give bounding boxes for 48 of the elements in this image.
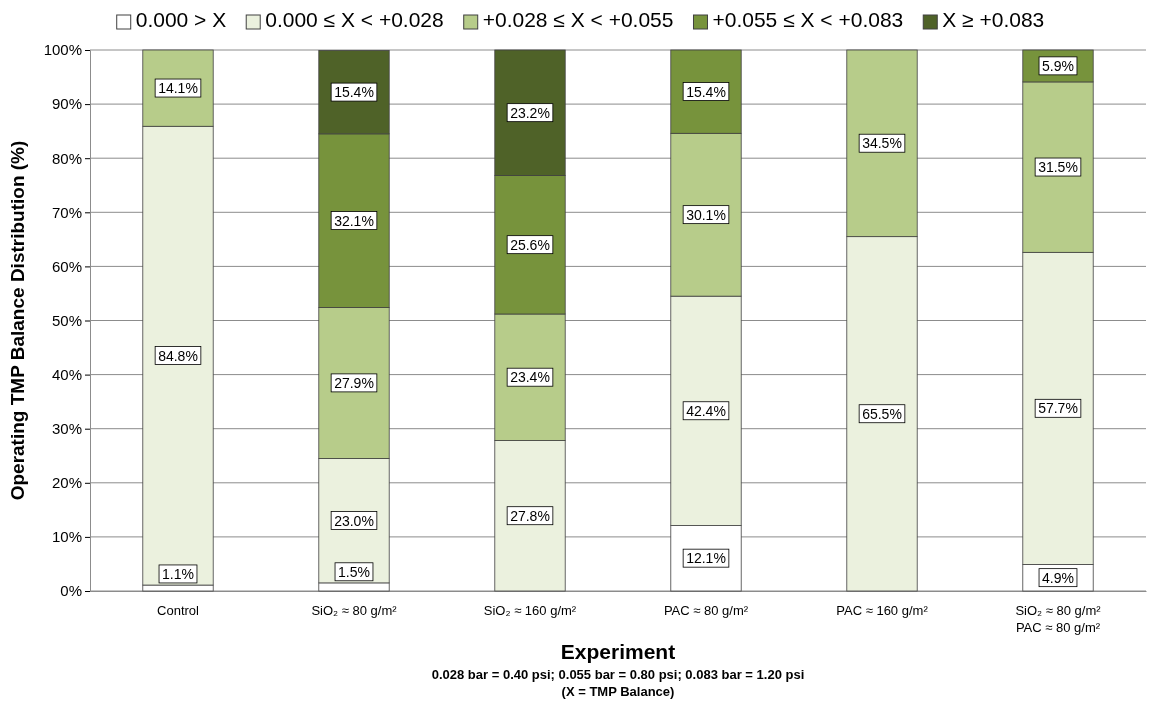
y-tick-label: 60% [51, 257, 82, 275]
data-label: 4.9% [1042, 569, 1074, 586]
y-tick-label: 90% [51, 95, 82, 113]
y-tick-label: 40% [51, 365, 82, 383]
y-tick-label: 20% [51, 474, 82, 492]
x-tick-label: PAC ≈ 80 g/m² [663, 603, 749, 618]
y-tick-label: 10% [51, 528, 82, 546]
y-tick-label: 100% [43, 41, 82, 59]
data-label: 84.8% [158, 347, 198, 364]
y-tick-label: 80% [51, 149, 82, 167]
data-label: 15.4% [686, 83, 726, 100]
y-tick-label: 30% [51, 420, 82, 437]
legend-label: +0.055 ≤ X < +0.083 [712, 8, 904, 31]
data-label: 23.0% [334, 512, 374, 529]
y-tick-label: 0% [60, 582, 82, 600]
data-label: 5.9% [1042, 57, 1074, 74]
data-label: 12.1% [686, 550, 726, 567]
legend-label: 0.000 ≤ X < +0.028 [265, 8, 444, 31]
data-label: 57.7% [1038, 400, 1078, 417]
text: 0.028 bar = 0.40 psi; 0.055 bar = 0.80 psi; 0.083 bar = 1.20 psi [431, 667, 805, 682]
data-label: 42.4% [686, 402, 726, 419]
y-tick-label: 70% [51, 203, 82, 221]
data-label: 34.5% [862, 135, 902, 152]
data-label: 31.5% [1038, 159, 1078, 176]
data-label: 1.1% [162, 565, 194, 582]
legend-label: 0.000 > X [135, 8, 227, 31]
data-label: 25.6% [510, 236, 550, 253]
data-label: 1.5% [338, 563, 370, 580]
x-axis-title: Experiment [560, 640, 676, 663]
x-tick-label: Control [157, 603, 200, 618]
data-label: 14.1% [158, 80, 198, 97]
data-label: 27.8% [510, 507, 550, 524]
data-label: 27.9% [334, 374, 374, 391]
data-label: 23.4% [510, 369, 550, 386]
data-label: 32.1% [334, 212, 374, 229]
text: (X = TMP Balance) [561, 684, 675, 699]
x-tick-label: SiO₂ ≈ 160 g/m² [483, 603, 577, 618]
data-label: 15.4% [334, 84, 374, 101]
x-tick-label: SiO₂ ≈ 80 g/m² [311, 603, 398, 618]
data-label: 30.1% [686, 206, 726, 223]
x-tick-label: PAC ≈ 160 g/m² [836, 603, 929, 618]
data-label: 65.5% [862, 405, 902, 422]
y-tick-label: 50% [51, 311, 82, 329]
y-axis-title: Operating TMP Balance Distribution (%) [7, 140, 28, 501]
legend-label: +0.028 ≤ X < +0.055 [482, 8, 674, 31]
x-tick-label: SiO₂ ≈ 80 g/m² PAC ≈ 80 g/m² [1015, 603, 1102, 635]
data-label: 23.2% [510, 104, 550, 121]
legend-label: X ≥ +0.083 [942, 8, 1045, 31]
